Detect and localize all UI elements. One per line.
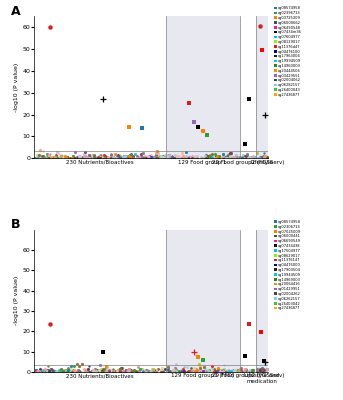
Bar — [166, 16, 239, 158]
Bar — [256, 16, 268, 158]
Y-axis label: -log10 (P value): -log10 (P value) — [14, 62, 20, 112]
Bar — [239, 16, 256, 158]
Bar — [239, 230, 256, 372]
Y-axis label: -log10 (P value): -log10 (P value) — [14, 276, 20, 326]
Legend: cg08574958, cg02306713, cg07025009, cg06000441, cg06690549, cg07434438, cg175049: cg08574958, cg02306713, cg07025009, cg06… — [274, 220, 301, 310]
Bar — [256, 230, 268, 372]
Bar — [34, 16, 166, 158]
Legend: cg08574958, cg02396713, cg03725309, cg06000662, cg06490548, cg07434m36, cg076049: cg08574958, cg02396713, cg03725309, cg06… — [274, 6, 301, 97]
Bar — [166, 230, 239, 372]
Text: A: A — [11, 5, 21, 18]
Text: B: B — [11, 218, 21, 231]
Bar — [34, 230, 166, 372]
